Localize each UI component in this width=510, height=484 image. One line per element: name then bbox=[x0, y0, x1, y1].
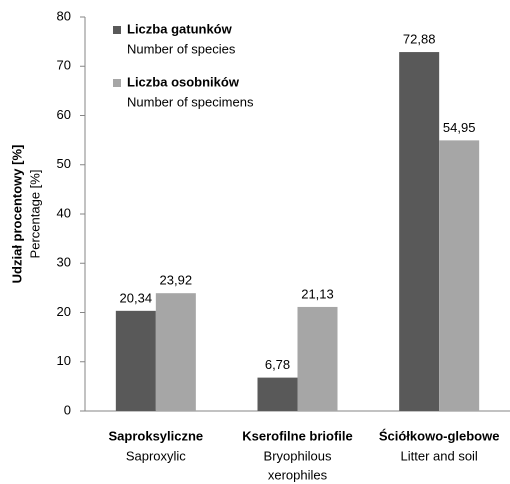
x-tick-label: Saproksyliczne bbox=[109, 428, 204, 443]
x-tick-label: Ściółkowo-glebowe bbox=[379, 428, 500, 443]
x-tick-label-en: Saproxylic bbox=[126, 448, 186, 463]
y-tick-label: 80 bbox=[57, 8, 71, 23]
bar bbox=[115, 310, 156, 411]
bar bbox=[155, 293, 196, 411]
legend-label-en: Number of species bbox=[127, 41, 236, 56]
x-tick-label-en: Bryophilous bbox=[264, 448, 332, 463]
value-label: 23,92 bbox=[160, 273, 193, 288]
x-tick-label-en: Litter and soil bbox=[401, 448, 478, 463]
y-axis-title-en: Percentage [%] bbox=[27, 170, 42, 259]
value-label: 54,95 bbox=[443, 120, 476, 135]
y-label-en: Percentage [%] bbox=[27, 170, 42, 259]
y-tick-label: 20 bbox=[57, 304, 71, 319]
legend-label: Liczba gatunków bbox=[127, 21, 233, 36]
value-label: 6,78 bbox=[265, 357, 290, 372]
y-label: Udział procentowy [%] bbox=[9, 145, 24, 284]
x-tick-label-en: xerophiles bbox=[268, 467, 328, 482]
x-tick-label: Kserofilne briofile bbox=[242, 428, 353, 443]
bar bbox=[297, 306, 338, 411]
y-tick-label: 30 bbox=[57, 255, 71, 270]
value-label: 72,88 bbox=[403, 32, 436, 47]
value-label: 20,34 bbox=[120, 290, 153, 305]
y-axis-title: Udział procentowy [%] bbox=[9, 145, 24, 284]
y-tick-label: 10 bbox=[57, 353, 71, 368]
value-label: 21,13 bbox=[301, 286, 334, 301]
y-tick-label: 0 bbox=[64, 402, 71, 417]
bar bbox=[399, 52, 440, 411]
y-tick-label: 40 bbox=[57, 205, 71, 220]
y-tick-label: 70 bbox=[57, 58, 71, 73]
legend-swatch bbox=[113, 26, 121, 34]
bar bbox=[257, 377, 298, 411]
y-tick-label: 60 bbox=[57, 107, 71, 122]
y-tick-label: 50 bbox=[57, 156, 71, 171]
legend-swatch bbox=[113, 79, 121, 87]
bar bbox=[439, 140, 480, 411]
legend-label: Liczba osobników bbox=[127, 74, 240, 89]
legend-label-en: Number of specimens bbox=[127, 94, 254, 109]
